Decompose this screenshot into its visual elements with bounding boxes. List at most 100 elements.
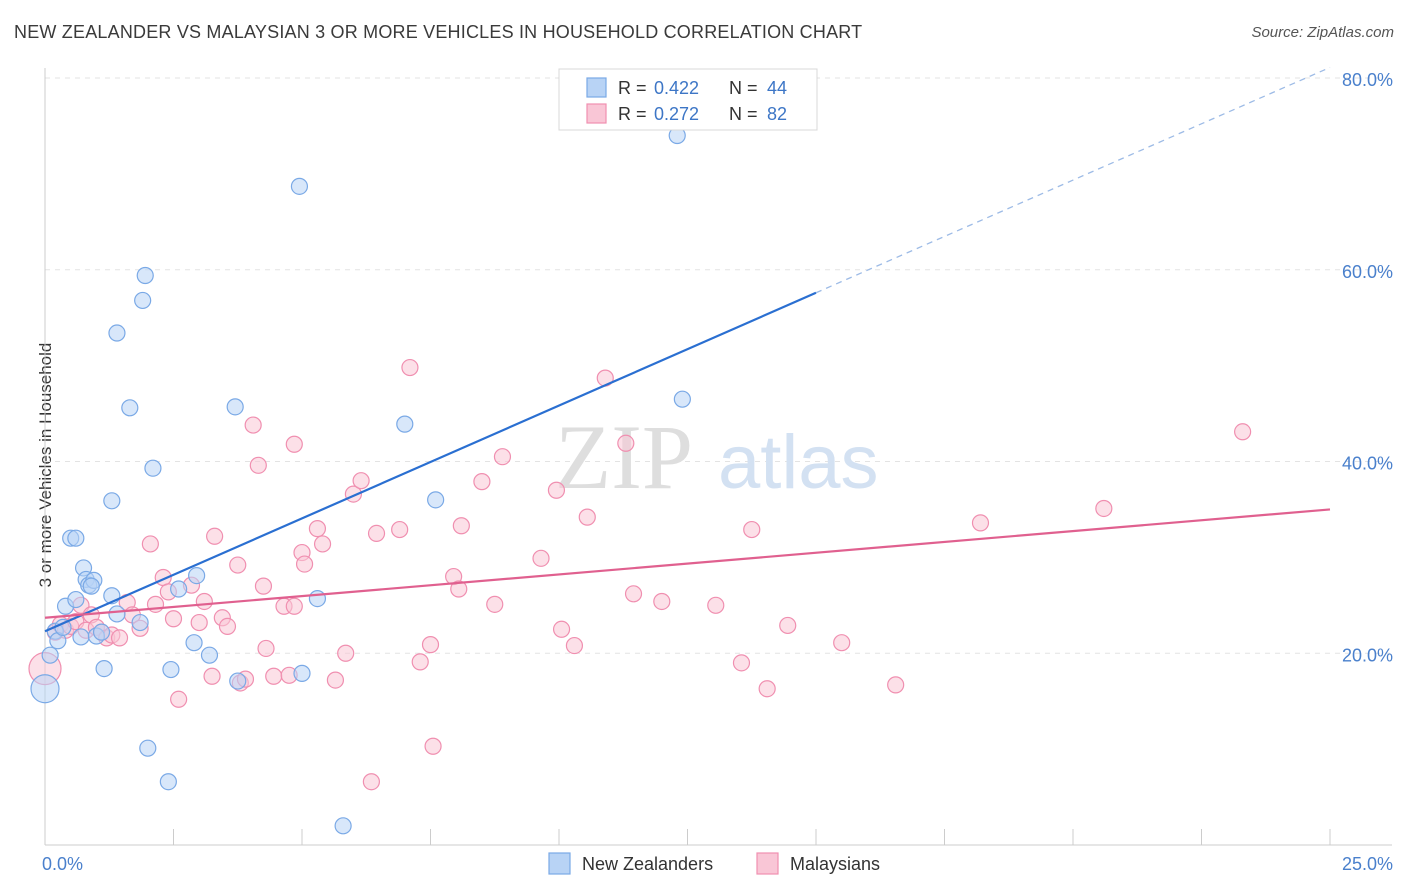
malaysian-point <box>743 520 761 539</box>
new-zealander-point <box>30 674 60 704</box>
malaysian-point <box>452 517 470 535</box>
new-zealander-point <box>103 492 121 510</box>
new-zealander-point <box>226 398 244 416</box>
malaysian-point <box>421 636 440 654</box>
y-tick-label: 60.0% <box>1342 262 1393 282</box>
legend-bottom-label: Malaysians <box>790 854 880 874</box>
legend-top-r-value: 0.422 <box>654 78 699 98</box>
new-zealander-point <box>139 739 157 757</box>
malaysian-point <box>285 597 303 615</box>
malaysian-point <box>450 580 468 598</box>
legend-top-swatch <box>586 77 607 98</box>
new-zealander-point <box>121 399 139 417</box>
malaysian-point <box>170 690 188 708</box>
malaysian-point <box>552 620 571 638</box>
malaysian-point <box>424 737 442 755</box>
new-zealander-point <box>200 646 219 664</box>
malaysian-point <box>887 676 905 694</box>
malaysian-point <box>206 527 224 545</box>
malaysian-point <box>624 585 643 603</box>
new-zealander-point <box>293 664 311 682</box>
malaysian-point <box>285 435 303 453</box>
trend-line-new-zealanders-extension <box>815 66 1331 294</box>
axes <box>44 68 1392 846</box>
new-zealander-point <box>82 577 100 595</box>
malaysian-point <box>244 416 262 434</box>
x-tick-label: 0.0% <box>42 854 83 874</box>
new-zealander-point <box>108 605 126 623</box>
new-zealander-point <box>72 628 90 646</box>
new-zealander-point <box>134 291 152 310</box>
malaysian-point <box>732 654 751 672</box>
new-zealander-point <box>92 623 111 641</box>
new-zealander-point <box>108 324 126 342</box>
new-zealander-point <box>188 566 206 585</box>
malaysian-point <box>758 680 776 698</box>
legend-top-r-value: 0.272 <box>654 104 699 124</box>
malaysian-point <box>401 358 419 377</box>
malaysian-point <box>391 520 409 539</box>
new-zealander-point <box>162 660 180 679</box>
trend-line-new-zealanders <box>44 291 817 633</box>
malaysian-point <box>473 473 491 491</box>
y-tick-label: 20.0% <box>1342 645 1393 665</box>
malaysian-point <box>971 514 990 532</box>
trend-lines <box>44 66 1331 633</box>
trend-line-malaysians <box>44 508 1331 619</box>
grid-lines <box>45 77 1392 654</box>
legend-bottom: New Zealanders Malaysians <box>548 852 880 875</box>
malaysian-point <box>578 508 596 526</box>
malaysian-point <box>352 472 370 490</box>
new-zealander-point <box>673 390 691 408</box>
watermark-zip: ZIP <box>555 406 693 508</box>
new-zealander-point <box>67 529 85 547</box>
malaysian-point <box>1095 499 1113 518</box>
legend-bottom-swatch <box>756 852 779 875</box>
malaysian-point <box>326 671 345 689</box>
legend-top-n-label: N = <box>729 78 758 98</box>
tick-labels: 20.0% 40.0% 60.0% 80.0% 0.0% 25.0% <box>42 70 1393 874</box>
malaysian-point <box>110 629 129 647</box>
malaysian-point <box>195 592 213 611</box>
new-zealander-point <box>131 613 149 632</box>
new-zealander-point <box>41 646 59 664</box>
malaysian-point <box>1234 423 1252 441</box>
new-zealander-point <box>159 773 177 791</box>
malaysian-point <box>257 639 275 658</box>
malaysian-point <box>779 616 797 635</box>
malaysian-point <box>707 596 725 614</box>
new-zealander-point <box>136 266 154 285</box>
chart-title: NEW ZEALANDER VS MALAYSIAN 3 OR MORE VEH… <box>14 22 863 42</box>
legend-top-n-value: 82 <box>767 104 787 124</box>
new-zealander-point <box>67 590 85 609</box>
malaysian-point <box>229 556 247 574</box>
malaysian-point <box>164 610 183 628</box>
legend-top-n-label: N = <box>729 104 758 124</box>
new-zealander-point <box>308 590 327 608</box>
malaysian-point <box>249 456 267 474</box>
malaysian-point <box>313 535 332 553</box>
legend-top: R = 0.422 N = 44 R = 0.272 N = 82 <box>558 68 818 131</box>
series-new-zealanders <box>30 126 691 835</box>
malaysian-point <box>295 555 314 573</box>
malaysian-point <box>254 577 273 595</box>
new-zealander-point <box>427 491 445 509</box>
source-attribution: Source: ZipAtlas.com <box>1251 24 1394 41</box>
legend-bottom-swatch <box>548 852 571 875</box>
legend-bottom-label: New Zealanders <box>582 854 713 874</box>
legend-top-n-value: 44 <box>767 78 787 98</box>
malaysian-point <box>486 595 504 613</box>
watermark: ZIP atlas <box>555 406 879 508</box>
malaysian-point <box>367 524 386 543</box>
malaysian-point <box>203 667 221 685</box>
malaysian-point <box>617 434 635 452</box>
malaysian-point <box>337 644 355 662</box>
malaysian-point <box>190 613 208 632</box>
watermark-atlas: atlas <box>718 420 879 505</box>
new-zealander-point <box>95 659 113 678</box>
new-zealander-point <box>170 580 188 598</box>
malaysian-point <box>565 636 584 655</box>
malaysian-point <box>141 535 159 553</box>
malaysian-point <box>411 653 429 671</box>
